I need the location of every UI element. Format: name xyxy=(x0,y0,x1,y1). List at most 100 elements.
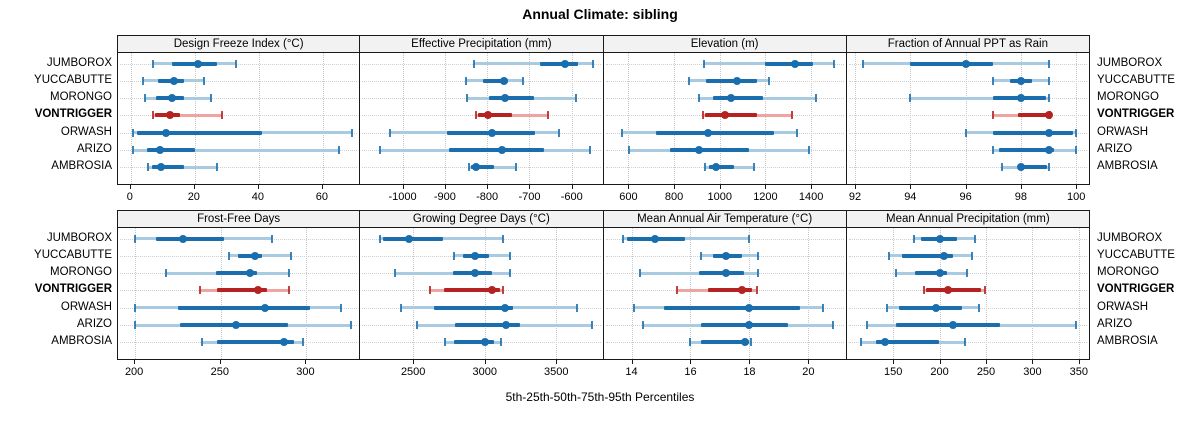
percentile-bar-25-75 xyxy=(155,236,225,241)
gridline xyxy=(719,53,721,184)
axis-tick xyxy=(910,185,912,189)
range-cap-95th xyxy=(753,163,756,172)
median-dot xyxy=(501,94,510,103)
axis-tick-label: 1200 xyxy=(753,191,778,203)
median-dot xyxy=(791,59,800,68)
axis-tick xyxy=(219,360,221,364)
gridline xyxy=(965,53,967,184)
gridline xyxy=(808,228,810,359)
percentile-bar-25-75 xyxy=(433,305,514,310)
range-cap-5th xyxy=(699,251,702,260)
panel-header: Fraction of Annual PPT as Rain xyxy=(846,35,1090,53)
site-label-left: AMBROSIA xyxy=(51,160,112,173)
axis-tick-label: 100 xyxy=(1066,191,1086,203)
gridline xyxy=(811,53,813,184)
range-cap-95th xyxy=(767,76,770,85)
range-cap-95th xyxy=(288,269,291,278)
range-cap-5th xyxy=(152,111,155,120)
panel-header: Frost-Free Days xyxy=(117,210,361,228)
panel-header: Design Freeze Index (°C) xyxy=(117,35,361,53)
axis-tick xyxy=(413,360,415,364)
axis-tick-label: 200 xyxy=(930,366,949,378)
median-dot xyxy=(470,251,479,260)
percentile-bar-25-75 xyxy=(177,305,310,310)
range-cap-95th xyxy=(575,94,577,103)
gridline xyxy=(749,228,751,359)
percentile-bar-25-75 xyxy=(215,271,257,276)
range-cap-5th xyxy=(992,111,995,120)
range-cap-95th xyxy=(349,321,352,329)
range-cap-5th xyxy=(465,76,467,85)
percentile-bar-25-75 xyxy=(704,113,758,118)
axis-tick-label: 2500 xyxy=(400,366,426,378)
axis-tick xyxy=(719,185,721,189)
axis-tick-label: -700 xyxy=(518,191,541,203)
site-label-left: VONTRIGGER xyxy=(34,283,112,296)
percentile-bar-25-75 xyxy=(765,61,814,66)
figure-caption: 5th-25th-50th-75th-95th Percentiles xyxy=(505,390,695,404)
site-label-left: ORWASH xyxy=(60,300,112,313)
site-label-left: MORONGO xyxy=(50,266,112,279)
range-cap-95th xyxy=(588,146,591,154)
axis-tick-label: 96 xyxy=(959,191,972,203)
range-cap-5th xyxy=(620,128,623,137)
axis-tick-label: 200 xyxy=(124,366,144,378)
row-guide-line xyxy=(120,115,358,117)
site-label-left: YUCCABUTTE xyxy=(34,248,112,261)
median-dot xyxy=(745,303,754,312)
range-cap-95th xyxy=(558,128,561,137)
range-cap-95th xyxy=(814,94,817,103)
axis-tick xyxy=(402,185,404,189)
range-cap-5th xyxy=(909,94,912,103)
gridline xyxy=(765,53,767,184)
site-label-right: ORWASH xyxy=(1097,125,1149,138)
gridline xyxy=(628,53,630,184)
median-dot xyxy=(480,338,489,347)
axis-tick-label: 150 xyxy=(883,366,903,378)
range-cap-95th xyxy=(509,269,512,278)
range-cap-95th xyxy=(502,234,505,243)
range-cap-95th xyxy=(755,286,758,295)
gridline xyxy=(529,53,531,184)
median-dot xyxy=(738,286,747,295)
row-guide-line xyxy=(848,342,1087,344)
row-guide-line xyxy=(120,80,358,82)
percentile-range-5-95 xyxy=(622,237,750,240)
site-label-left: ORWASH xyxy=(60,125,112,138)
range-cap-95th xyxy=(1075,321,1078,329)
axis-tick-label: 0 xyxy=(126,191,133,203)
percentile-bar-25-75 xyxy=(477,113,513,118)
range-cap-5th xyxy=(703,163,706,172)
median-dot xyxy=(502,321,511,329)
axis-tick-label: 94 xyxy=(904,191,917,203)
site-label-right: JUMBOROX xyxy=(1097,56,1163,69)
gridline xyxy=(674,53,676,184)
median-dot xyxy=(745,321,754,329)
percentile-bar-25-75 xyxy=(449,148,544,152)
site-label-left: ARIZO xyxy=(76,318,112,330)
percentile-bar-25-75 xyxy=(708,288,753,293)
range-cap-95th xyxy=(339,303,342,312)
panel-header: Mean Annual Air Temperature (°C) xyxy=(603,210,847,228)
site-label-right: AMBROSIA xyxy=(1097,335,1158,348)
range-cap-5th xyxy=(633,303,636,312)
range-cap-95th xyxy=(288,286,291,295)
site-label-right: YUCCABUTTE xyxy=(1097,248,1175,261)
range-cap-5th xyxy=(992,76,995,85)
axis-tick xyxy=(129,185,131,189)
range-cap-5th xyxy=(467,163,470,172)
range-cap-5th xyxy=(702,111,705,120)
range-cap-95th xyxy=(302,338,304,347)
range-cap-5th xyxy=(474,111,477,120)
axis-tick-label: 3000 xyxy=(472,366,497,378)
range-cap-5th xyxy=(473,59,476,68)
axis-tick xyxy=(487,185,489,189)
gridline xyxy=(910,53,912,184)
axis-tick xyxy=(556,360,558,364)
percentile-range-5-95 xyxy=(132,148,339,152)
panel-plot xyxy=(117,228,361,360)
row-guide-line xyxy=(848,80,1087,82)
range-cap-95th xyxy=(796,128,799,137)
range-cap-5th xyxy=(452,251,455,260)
